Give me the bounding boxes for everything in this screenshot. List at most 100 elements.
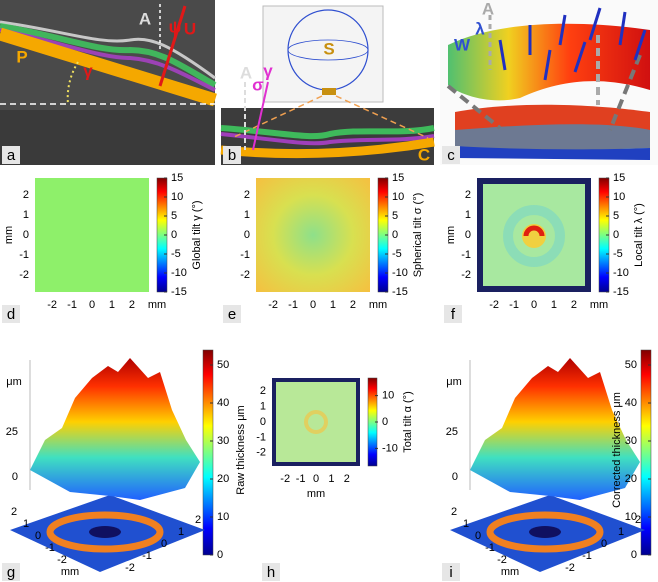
- colorbar-tick-label: 0: [631, 549, 637, 561]
- panel-letter: i: [449, 564, 452, 581]
- base-tick-label: 0: [35, 530, 41, 542]
- colorbar-tick-label: 5: [613, 210, 619, 222]
- image-label: U: [184, 19, 196, 38]
- colorbar-tick-label: 30: [217, 435, 229, 447]
- base-tick-label: 0: [601, 538, 607, 550]
- heatmap-d: [35, 178, 149, 292]
- x-tick-label: -2: [47, 299, 57, 311]
- panel-a-image: [0, 0, 217, 165]
- y-tick-label: 0: [465, 229, 471, 241]
- colorbar-tick-label: 15: [392, 172, 404, 184]
- y-tick-label: 0: [23, 229, 29, 241]
- colorbar-tick-label: -15: [392, 286, 408, 298]
- surface: [470, 358, 640, 500]
- colorbar-tick-label: 10: [171, 191, 183, 203]
- x-tick-label: -2: [268, 299, 278, 311]
- base-tick-label: 2: [451, 506, 457, 518]
- y-tick-label: -1: [461, 249, 471, 261]
- heatmap-h: [272, 378, 360, 466]
- colorbar-tick-label: 40: [625, 397, 637, 409]
- letter-box: [223, 305, 241, 323]
- base-tick-label: -1: [45, 542, 55, 554]
- y-tick-label: -1: [240, 249, 250, 261]
- x-tick-label: 2: [571, 299, 577, 311]
- colorbar-tick-label: -5: [613, 248, 623, 260]
- base-unit: mm: [501, 566, 519, 578]
- base-tick-label: 0: [475, 530, 481, 542]
- x-tick-label: 2: [129, 299, 135, 311]
- x-unit: mm: [307, 488, 325, 500]
- surface: [30, 358, 200, 500]
- base-tick-label: 2: [11, 506, 17, 518]
- y-tick-label: 1: [23, 209, 29, 221]
- image-label: W: [454, 35, 471, 54]
- colorbar-tick-label: -5: [171, 248, 181, 260]
- base-tick-label: 1: [618, 526, 624, 538]
- colorbar-tick-label: 40: [217, 397, 229, 409]
- colorbar-tick-label: 0: [382, 416, 388, 428]
- colorbar-tick-label: 5: [392, 210, 398, 222]
- image-label: A: [240, 63, 252, 82]
- panel-letter: h: [267, 564, 275, 581]
- y-tick-label: -2: [240, 269, 250, 281]
- x-tick-label: 2: [350, 299, 356, 311]
- colorbar-tick-label: 10: [382, 390, 394, 402]
- colorbar-tick-label: 0: [613, 229, 619, 241]
- x-tick-label: 1: [328, 473, 334, 485]
- letter-box: [2, 305, 20, 323]
- x-tick-label: 0: [313, 473, 319, 485]
- colorbar-label: Local tilt λ (°): [633, 203, 645, 267]
- colorbar-tick-label: -15: [171, 286, 187, 298]
- base-tick-label: -2: [57, 554, 67, 566]
- base-tick-label: 2: [195, 514, 201, 526]
- y-unit: mm: [3, 226, 15, 244]
- image-label: A: [139, 9, 151, 28]
- panel-letter: c: [447, 147, 455, 164]
- letter-box: [442, 146, 460, 164]
- y-tick-label: -2: [256, 447, 266, 459]
- y-tick-label: 0: [244, 229, 250, 241]
- colorbar-tick-label: 5: [171, 210, 177, 222]
- base-tick-label: -2: [497, 554, 507, 566]
- image-label: λ: [475, 19, 485, 38]
- base-ring: [486, 511, 604, 553]
- colorbar: [640, 349, 652, 556]
- base-tick-label: -2: [125, 562, 135, 574]
- base-tick-label: 1: [463, 518, 469, 530]
- y-tick-label: -1: [256, 431, 266, 443]
- colorbar-label: Raw thickness μm: [235, 405, 247, 494]
- colorbar-tick-label: 0: [392, 229, 398, 241]
- y-tick-label: 1: [465, 209, 471, 221]
- y-tick-label: 1: [244, 209, 250, 221]
- colorbar-tick-label: 0: [217, 549, 223, 561]
- panel-letter: d: [7, 306, 15, 323]
- colorbar-tick-label: -10: [171, 267, 187, 279]
- x-tick-label: -2: [280, 473, 290, 485]
- x-tick-label: 1: [551, 299, 557, 311]
- y-tick-label: 2: [465, 189, 471, 201]
- colorbar-tick-label: 20: [625, 473, 637, 485]
- panel-letter: f: [451, 306, 456, 323]
- colorbar-tick-label: 15: [171, 172, 183, 184]
- letter-box: [444, 305, 462, 323]
- colorbar-tick-label: -10: [382, 442, 398, 454]
- image-label: σ: [252, 75, 264, 94]
- base-unit: mm: [61, 566, 79, 578]
- panel-letter: b: [228, 147, 236, 164]
- base-center: [89, 526, 121, 538]
- base-tick-label: 1: [23, 518, 29, 530]
- colorbar-tick-label: -10: [392, 267, 408, 279]
- colorbar-tick-label: -10: [613, 267, 629, 279]
- surface-3d: [450, 358, 645, 572]
- base-tick-label: 1: [178, 526, 184, 538]
- heatmap-e: [256, 178, 370, 292]
- y-tick-label: 1: [260, 401, 266, 413]
- x-tick-label: 2: [344, 473, 350, 485]
- letter-box: [442, 563, 460, 581]
- x-tick-label: 0: [531, 299, 537, 311]
- image-label: P: [16, 47, 27, 66]
- z-tick-label: 0: [12, 471, 18, 483]
- colorbar-tick-label: 50: [625, 359, 637, 371]
- surface-3d: [10, 358, 205, 572]
